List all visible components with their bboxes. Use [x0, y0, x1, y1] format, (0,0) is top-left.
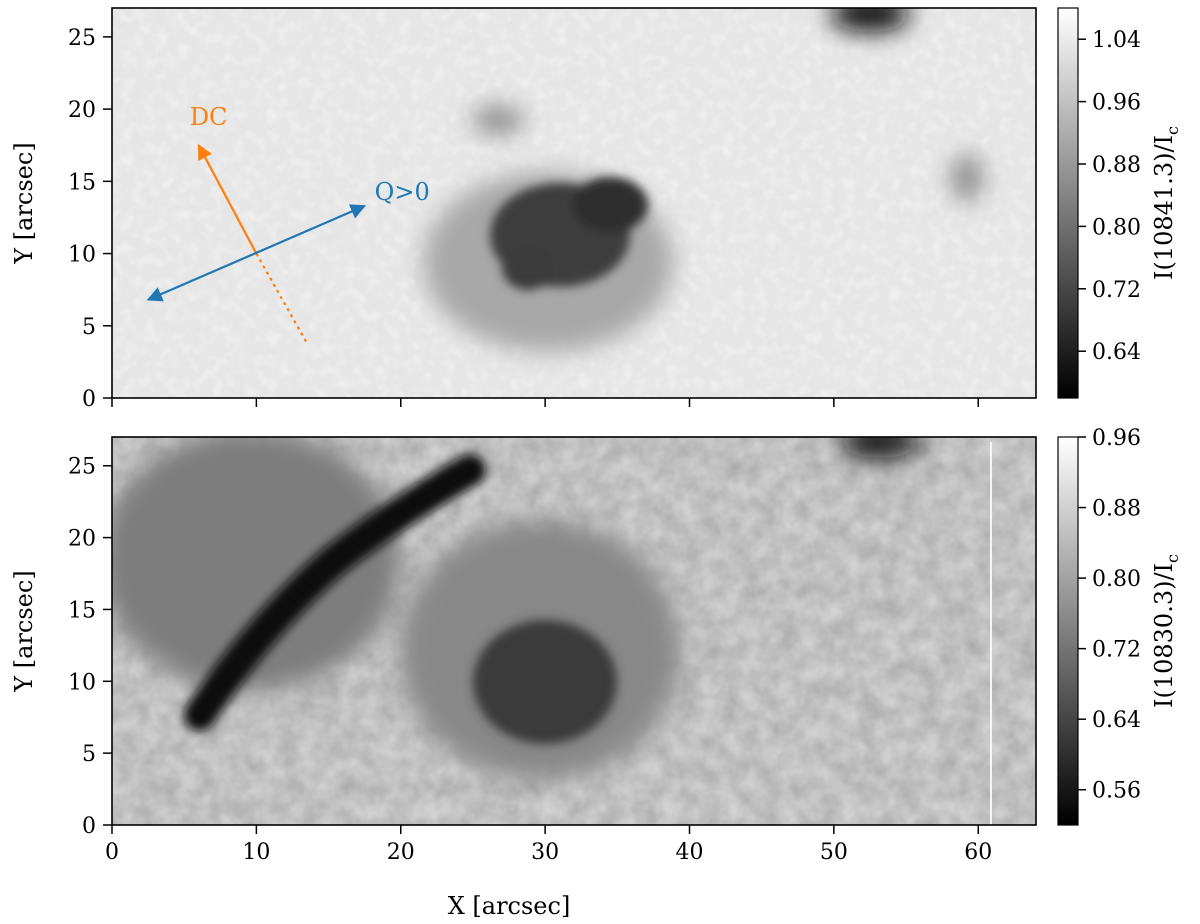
panel-top-colorbar-tick-label: 0.64: [1092, 340, 1141, 365]
pore-right: [951, 154, 983, 202]
panel-bottom-colorbar-tick-label: 0.72: [1092, 638, 1141, 663]
panel-bottom-xtick-label: 10: [242, 840, 270, 865]
panel-bottom-colorbar-tick-label: 0.96: [1092, 426, 1141, 451]
colorbar-bottom-label: I(10830.3)/Ic: [1150, 554, 1182, 708]
panel-top-ytick-label: 25: [68, 26, 96, 51]
panel-top-colorbar-tick-label: 0.72: [1092, 278, 1141, 303]
panel-top-colorbar-tick-label: 0.96: [1092, 91, 1141, 116]
panel-bottom-colorbar-tick-label: 0.88: [1092, 497, 1141, 522]
umbra-core: [572, 177, 648, 233]
panel-bottom-xtick-label: 40: [676, 840, 704, 865]
panel-top-colorbar-tick-label: 0.80: [1092, 215, 1141, 240]
panel-bottom-colorbar-tick-label: 0.80: [1092, 567, 1141, 592]
pore-left: [472, 106, 524, 134]
panel-bottom-xtick-label: 20: [387, 840, 415, 865]
panel-bottom-xtick-label: 0: [105, 840, 119, 865]
panel-top-image: [112, 8, 1036, 398]
umbra-lobe: [502, 246, 554, 290]
plage-dark-left: [112, 437, 400, 690]
panel-top-ytick-label: 5: [82, 315, 96, 340]
colorbar-top-gradient: [1057, 7, 1079, 399]
panel-top-annotations: DC Q>0: [146, 103, 430, 344]
annotation-label-q-positive: Q>0: [375, 178, 430, 206]
panel-top-ylabel: Y [arcsec]: [10, 142, 38, 264]
panel-bottom-frame: [111, 436, 1037, 826]
panel-bottom-ytick-label: 5: [82, 742, 96, 767]
panel-bottom-xlabel: X [arcsec]: [448, 892, 571, 920]
panel-bottom-ticks: 0 10 20 30 40 50 60 0 5 10 15 20 25: [68, 455, 992, 865]
annotation-label-dc: DC: [190, 103, 228, 131]
filament: [184, 454, 486, 731]
panel-bottom-ytick-label: 20: [68, 527, 96, 552]
colorbar-top-ticks: 0.64 0.72 0.80 0.88 0.96 1.04: [1078, 28, 1141, 365]
colorbar-bottom-label-main: I(10830.3)/I: [1150, 563, 1178, 708]
panel-bottom-ytick-label: 10: [68, 670, 96, 695]
panel-top-frame: [111, 7, 1037, 399]
colorbar-top-label: I(10841.3)/Ic: [1150, 126, 1182, 280]
panel-bottom-ytick-label: 0: [82, 814, 96, 839]
colorbar-bottom-gradient: [1057, 436, 1079, 826]
panel-top-ytick-label: 10: [68, 243, 96, 268]
panel-bottom-xtick-label: 30: [531, 840, 559, 865]
panel-top-ytick-label: 15: [68, 170, 96, 195]
colorbar-top-label-main: I(10841.3)/I: [1150, 135, 1178, 280]
panel-bottom-colorbar-tick-label: 0.56: [1092, 779, 1141, 804]
panel-bottom-ytick-label: 15: [68, 598, 96, 623]
panel-bottom-ylabel: Y [arcsec]: [10, 570, 38, 692]
colorbar-bottom: 0.56 0.64 0.72 0.80 0.88 0.96 I(10830.3)/Ic: [1057, 426, 1182, 826]
panel-top-ytick-label: 0: [82, 387, 96, 412]
colorbar-bottom-ticks: 0.56 0.64 0.72 0.80 0.88 0.96: [1078, 426, 1141, 804]
panel-top-ytick-label: 20: [68, 98, 96, 123]
colorbar-top: 0.64 0.72 0.80 0.88 0.96 1.04 I(10841.3)/Ic: [1057, 7, 1182, 399]
umbra-2: [473, 620, 617, 744]
panel-bottom-xtick-label: 60: [964, 840, 992, 865]
panel-bottom-colorbar-tick-label: 0.64: [1092, 708, 1141, 733]
panel-top-colorbar-tick-label: 0.88: [1092, 153, 1141, 178]
colorbar-top-label-sub: c: [1163, 126, 1182, 135]
panel-bottom-ytick-label: 25: [68, 455, 96, 480]
dark-spot-top-2: [840, 437, 920, 458]
colorbar-bottom-label-sub: c: [1163, 554, 1182, 563]
panel-bottom-xtick-label: 50: [820, 840, 848, 865]
arrow-q-positive: [146, 204, 367, 302]
panel-top-ticks: 0 5 10 15 20 25: [68, 26, 979, 412]
panel-bottom-image: [112, 437, 1036, 825]
dark-spot-top: [830, 8, 910, 32]
panel-top-colorbar-tick-label: 1.04: [1092, 28, 1141, 53]
